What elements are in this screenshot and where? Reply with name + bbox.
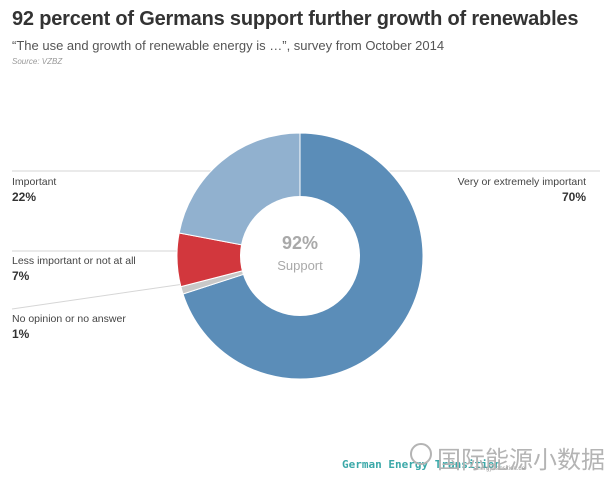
donut-hole xyxy=(240,196,360,316)
slice-value-very-important: 70% xyxy=(561,190,586,204)
slice-label-no-opinion: No opinion or no answer xyxy=(12,313,126,325)
slice-value-less-important: 7% xyxy=(12,269,30,283)
chart-source: Source: VZBZ xyxy=(12,57,63,66)
chart-subtitle: “The use and growth of renewable energy … xyxy=(12,38,445,53)
slice-value-no-opinion: 1% xyxy=(12,327,30,341)
wechat-icon xyxy=(410,443,432,465)
footer-url: energytransition.de xyxy=(474,466,526,472)
slice-value-important: 22% xyxy=(12,190,37,204)
slice-label-important: Important xyxy=(12,176,57,188)
slice-label-less-important: Less important or not at all xyxy=(12,255,136,267)
center-label: Support xyxy=(277,258,323,273)
leader-line-no-opinion xyxy=(11,283,185,310)
chart-title: 92 percent of Germans support further gr… xyxy=(12,8,579,30)
slice-label-very-important: Very or extremely important xyxy=(457,176,586,188)
watermark: 国际能源小数据 xyxy=(437,446,605,474)
center-value: 92% xyxy=(281,233,319,253)
